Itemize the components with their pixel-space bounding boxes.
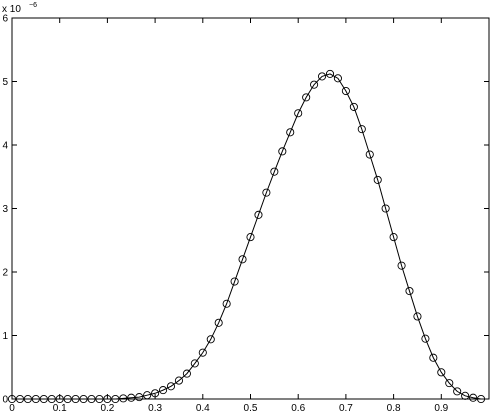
data-point [397, 261, 406, 270]
x-tick-label: 0 [9, 403, 15, 413]
data-point [317, 72, 327, 81]
data-point [349, 102, 358, 111]
y-axis-ticks: 0 1 2 3 4 5 6 [2, 14, 489, 406]
x-tick-label: 0.1 [53, 403, 67, 413]
y-tick-label: 5 [2, 77, 8, 88]
data-point [325, 69, 335, 78]
x-tick-label: 0.3 [148, 403, 162, 413]
data-point [294, 109, 303, 118]
data-point [39, 394, 48, 404]
data-point [95, 394, 104, 404]
data-point [151, 389, 160, 398]
series-line [12, 73, 482, 400]
data-point [230, 277, 239, 286]
y-tick-label: 4 [2, 141, 8, 152]
data-point [190, 359, 199, 368]
plot-frame [11, 17, 490, 400]
data-point [135, 393, 144, 402]
series-group [7, 69, 486, 404]
data-point [254, 210, 263, 219]
data-point [357, 125, 366, 134]
data-point [302, 93, 311, 102]
data-point [55, 394, 64, 404]
data-point [159, 386, 168, 395]
data-point [278, 147, 287, 156]
data-point [87, 394, 96, 404]
data-point [437, 368, 446, 377]
y-tick-label: 3 [2, 204, 8, 215]
x-axis-ticks: 0 0.1 0.2 0.3 0.4 0.5 0.6 0.7 0.8 0.9 [9, 18, 449, 413]
data-point [445, 379, 454, 388]
data-point [365, 150, 374, 159]
y-axis-scale-label: x 10 −6 [2, 2, 37, 15]
data-point [182, 369, 191, 378]
y-tick-label: 0 [2, 395, 8, 406]
y-tick-label: 6 [2, 14, 8, 25]
data-point [23, 394, 32, 404]
data-point [63, 394, 72, 404]
data-point [476, 394, 486, 404]
data-point [47, 394, 56, 404]
data-point [79, 394, 88, 404]
y-axis-scale-prefix: x 10 [2, 4, 21, 15]
data-point [262, 188, 271, 197]
x-tick-label: 0.5 [244, 403, 258, 413]
data-point [461, 391, 470, 400]
x-tick-label: 0.2 [100, 403, 114, 413]
data-point [198, 348, 207, 357]
data-point [373, 175, 382, 184]
data-point [71, 394, 80, 404]
data-point [119, 394, 128, 403]
data-point [413, 312, 422, 321]
data-point [389, 233, 398, 242]
x-tick-label: 0.9 [434, 403, 448, 413]
data-point [270, 167, 279, 176]
data-point [429, 353, 438, 362]
plot-area [11, 17, 490, 400]
data-point [111, 394, 120, 404]
data-point [31, 394, 40, 404]
data-point [103, 394, 112, 404]
data-point [453, 387, 462, 396]
data-point [214, 318, 223, 327]
data-point [7, 394, 17, 404]
data-point [246, 233, 255, 242]
data-point [143, 391, 152, 400]
data-point [310, 80, 319, 89]
data-point [405, 286, 414, 296]
data-point [15, 394, 25, 404]
data-point [381, 204, 390, 213]
data-point [333, 74, 342, 83]
data-point [206, 335, 215, 344]
y-tick-label: 2 [2, 268, 8, 279]
x-tick-label: 0.7 [339, 403, 353, 413]
data-point [166, 382, 176, 391]
data-point [421, 334, 430, 343]
data-point [222, 299, 231, 308]
data-point [469, 393, 478, 402]
data-point [238, 255, 247, 264]
y-tick-label: 1 [2, 331, 8, 342]
data-point [286, 128, 295, 137]
x-tick-label: 0.8 [387, 403, 401, 413]
x-tick-label: 0.4 [196, 403, 210, 413]
data-point [127, 393, 136, 402]
data-point [341, 86, 350, 96]
data-point [174, 376, 183, 385]
y-axis-scale-exponent: −6 [29, 2, 37, 9]
x-tick-label: 0.6 [291, 403, 305, 413]
